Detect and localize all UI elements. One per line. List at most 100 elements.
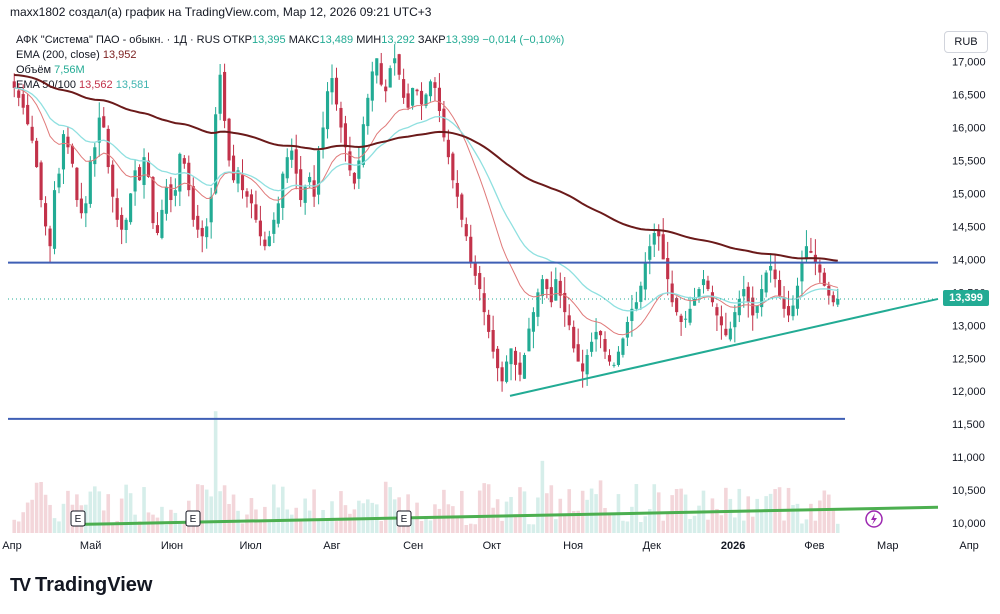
candle-body: [666, 258, 670, 280]
volume-bar: [442, 489, 446, 533]
candle-body: [809, 250, 813, 253]
volume-bar: [545, 493, 549, 533]
candle-body: [200, 227, 204, 237]
volume-bar: [285, 509, 290, 533]
x-tick-label: 2026: [721, 540, 745, 552]
volume-bar: [813, 520, 818, 533]
candle-body: [755, 305, 759, 313]
volume-bar: [791, 504, 795, 533]
volume-bar: [110, 524, 115, 533]
symbol-name[interactable]: АФК "Система" ПАО - обыкн. · 1Д · RUS: [16, 34, 220, 46]
candle-body: [120, 214, 124, 230]
time-axis[interactable]: Апр Май Июн Июл Авг Сен Окт Ноя Дек 2026 Фев Мар Апр: [2, 540, 979, 552]
candle-body: [187, 162, 191, 191]
volume-bar: [419, 520, 424, 533]
volume-bar: [334, 521, 339, 533]
volume-bar: [406, 494, 410, 533]
legend-volume-row[interactable]: Объём 7,56M: [16, 63, 564, 78]
volume-bar: [630, 506, 634, 533]
volume-bar: [263, 506, 267, 533]
ema200-value: 13,952: [102, 49, 137, 61]
volume-bar: [464, 524, 469, 533]
volume-bar: [21, 512, 25, 533]
y-tick-label: 12,500: [952, 353, 986, 365]
volume-bar: [759, 511, 764, 533]
volume-bar: [93, 486, 97, 533]
volume-bar: [562, 514, 567, 533]
candle-body: [70, 145, 74, 164]
volume-bar: [366, 499, 370, 533]
chart-legend: АФК "Система" ПАО - обыкн. · 1Д · RUS ОТ…: [16, 33, 564, 93]
candle-body: [625, 322, 629, 338]
candle-body: [688, 308, 692, 323]
candle-body: [366, 97, 370, 127]
x-tick-label: Дек: [643, 540, 662, 552]
volume-bar: [710, 498, 715, 533]
volume-bar: [128, 493, 133, 533]
candle-body: [258, 220, 262, 237]
candle-body: [111, 164, 115, 197]
candle-body: [509, 348, 513, 365]
volume-bar: [312, 489, 316, 533]
volume-bar: [451, 506, 455, 533]
volume-bar: [66, 490, 70, 533]
volume-bar: [518, 487, 522, 533]
volume-bar: [446, 504, 451, 533]
volume-bar: [755, 498, 759, 533]
candle-body: [66, 136, 70, 148]
tradingview-logo-text: TradingView: [35, 574, 153, 596]
candle-body: [831, 295, 835, 303]
volume-bar: [43, 494, 48, 533]
volume-bar: [52, 518, 57, 533]
volume-bar: [674, 489, 679, 533]
candle-body: [576, 344, 580, 362]
candle-body: [299, 169, 303, 201]
volume-bar: [607, 514, 612, 533]
chart-caption: maxx1802 создал(а) график на TradingView…: [10, 5, 432, 19]
candle-body: [679, 315, 683, 323]
volume-bar: [209, 496, 213, 533]
legend-ema50-row[interactable]: EMA 50/100 13,562 13,581: [16, 78, 564, 93]
volume-bar: [567, 489, 572, 533]
candle-body: [603, 339, 607, 352]
volume-bar: [191, 519, 196, 533]
volume-bar: [106, 494, 111, 533]
candle-body: [312, 180, 316, 197]
volume-bar: [119, 498, 124, 533]
drawn-lines[interactable]: [8, 261, 939, 526]
earnings-marker-label: E: [190, 514, 197, 525]
candle-body: [124, 219, 128, 231]
candle-body: [343, 123, 348, 148]
candle-body: [142, 157, 146, 185]
volume-bar: [800, 523, 804, 533]
y-tick-label: 10,500: [952, 485, 986, 497]
candle-body: [240, 175, 245, 191]
currency-button[interactable]: RUB: [944, 31, 988, 53]
volume-bar: [186, 500, 191, 533]
x-tick-label: Окт: [483, 540, 502, 552]
volume-bar: [303, 498, 307, 533]
volume-bar: [12, 519, 17, 533]
candle-body: [769, 265, 773, 271]
legend-ema200-row[interactable]: EMA (200, close) 13,952: [16, 48, 564, 63]
candle-body: [209, 196, 213, 223]
volume-bar: [249, 498, 254, 533]
volume-bar: [218, 491, 222, 533]
volume-bar: [822, 490, 827, 533]
volume-bar: [57, 521, 61, 533]
volume-bar: [500, 520, 504, 533]
volume-bar: [764, 496, 768, 533]
candle-body: [719, 316, 723, 326]
candle-body: [572, 326, 576, 349]
y-tick-label: 10,000: [952, 518, 986, 530]
candle-body: [469, 236, 473, 263]
tradingview-logo[interactable]: TV TradingView: [10, 574, 152, 597]
candle-body: [294, 149, 298, 174]
volume-bar: [589, 488, 594, 533]
volume-bar: [692, 515, 697, 533]
candle-body: [621, 338, 625, 355]
volume-bar: [656, 492, 661, 533]
volume-bar: [352, 509, 357, 533]
high-value: 13,489: [319, 34, 354, 46]
